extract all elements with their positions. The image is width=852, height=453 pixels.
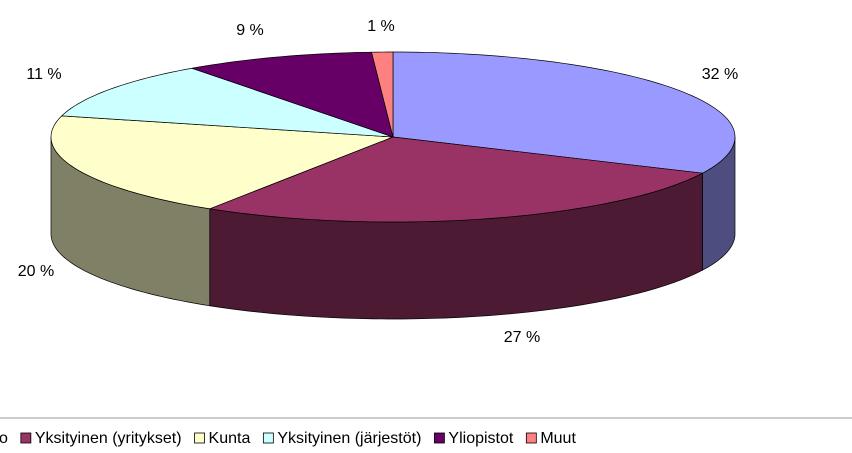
legend-label: Yksityinen (yritykset): [35, 430, 182, 447]
slice: [392, 51, 736, 174]
data-label: 20 %: [18, 263, 54, 280]
legend-label: Valtio: [0, 430, 8, 447]
legend-swatch: [525, 432, 537, 444]
slice: [208, 136, 704, 223]
data-label: 11 %: [26, 66, 61, 83]
legend-label: Muut: [540, 430, 576, 447]
slice: [60, 67, 394, 138]
legend-swatch: [194, 432, 205, 444]
slice: [191, 51, 394, 138]
data-label: 9 %: [236, 22, 264, 39]
slice: [50, 115, 394, 210]
data-label: 32 %: [702, 66, 738, 83]
slice: [371, 51, 394, 138]
legend-label: Kunta: [209, 430, 251, 447]
legend-swatch: [434, 432, 445, 444]
data-label: 1 %: [367, 18, 395, 35]
legend-swatch: [20, 432, 32, 444]
data-label: 27 %: [504, 329, 540, 346]
legend-label: Yliopistot: [448, 430, 513, 447]
legend-label: Yksityinen (järjestöt): [277, 430, 421, 447]
legend-swatch: [262, 432, 274, 444]
